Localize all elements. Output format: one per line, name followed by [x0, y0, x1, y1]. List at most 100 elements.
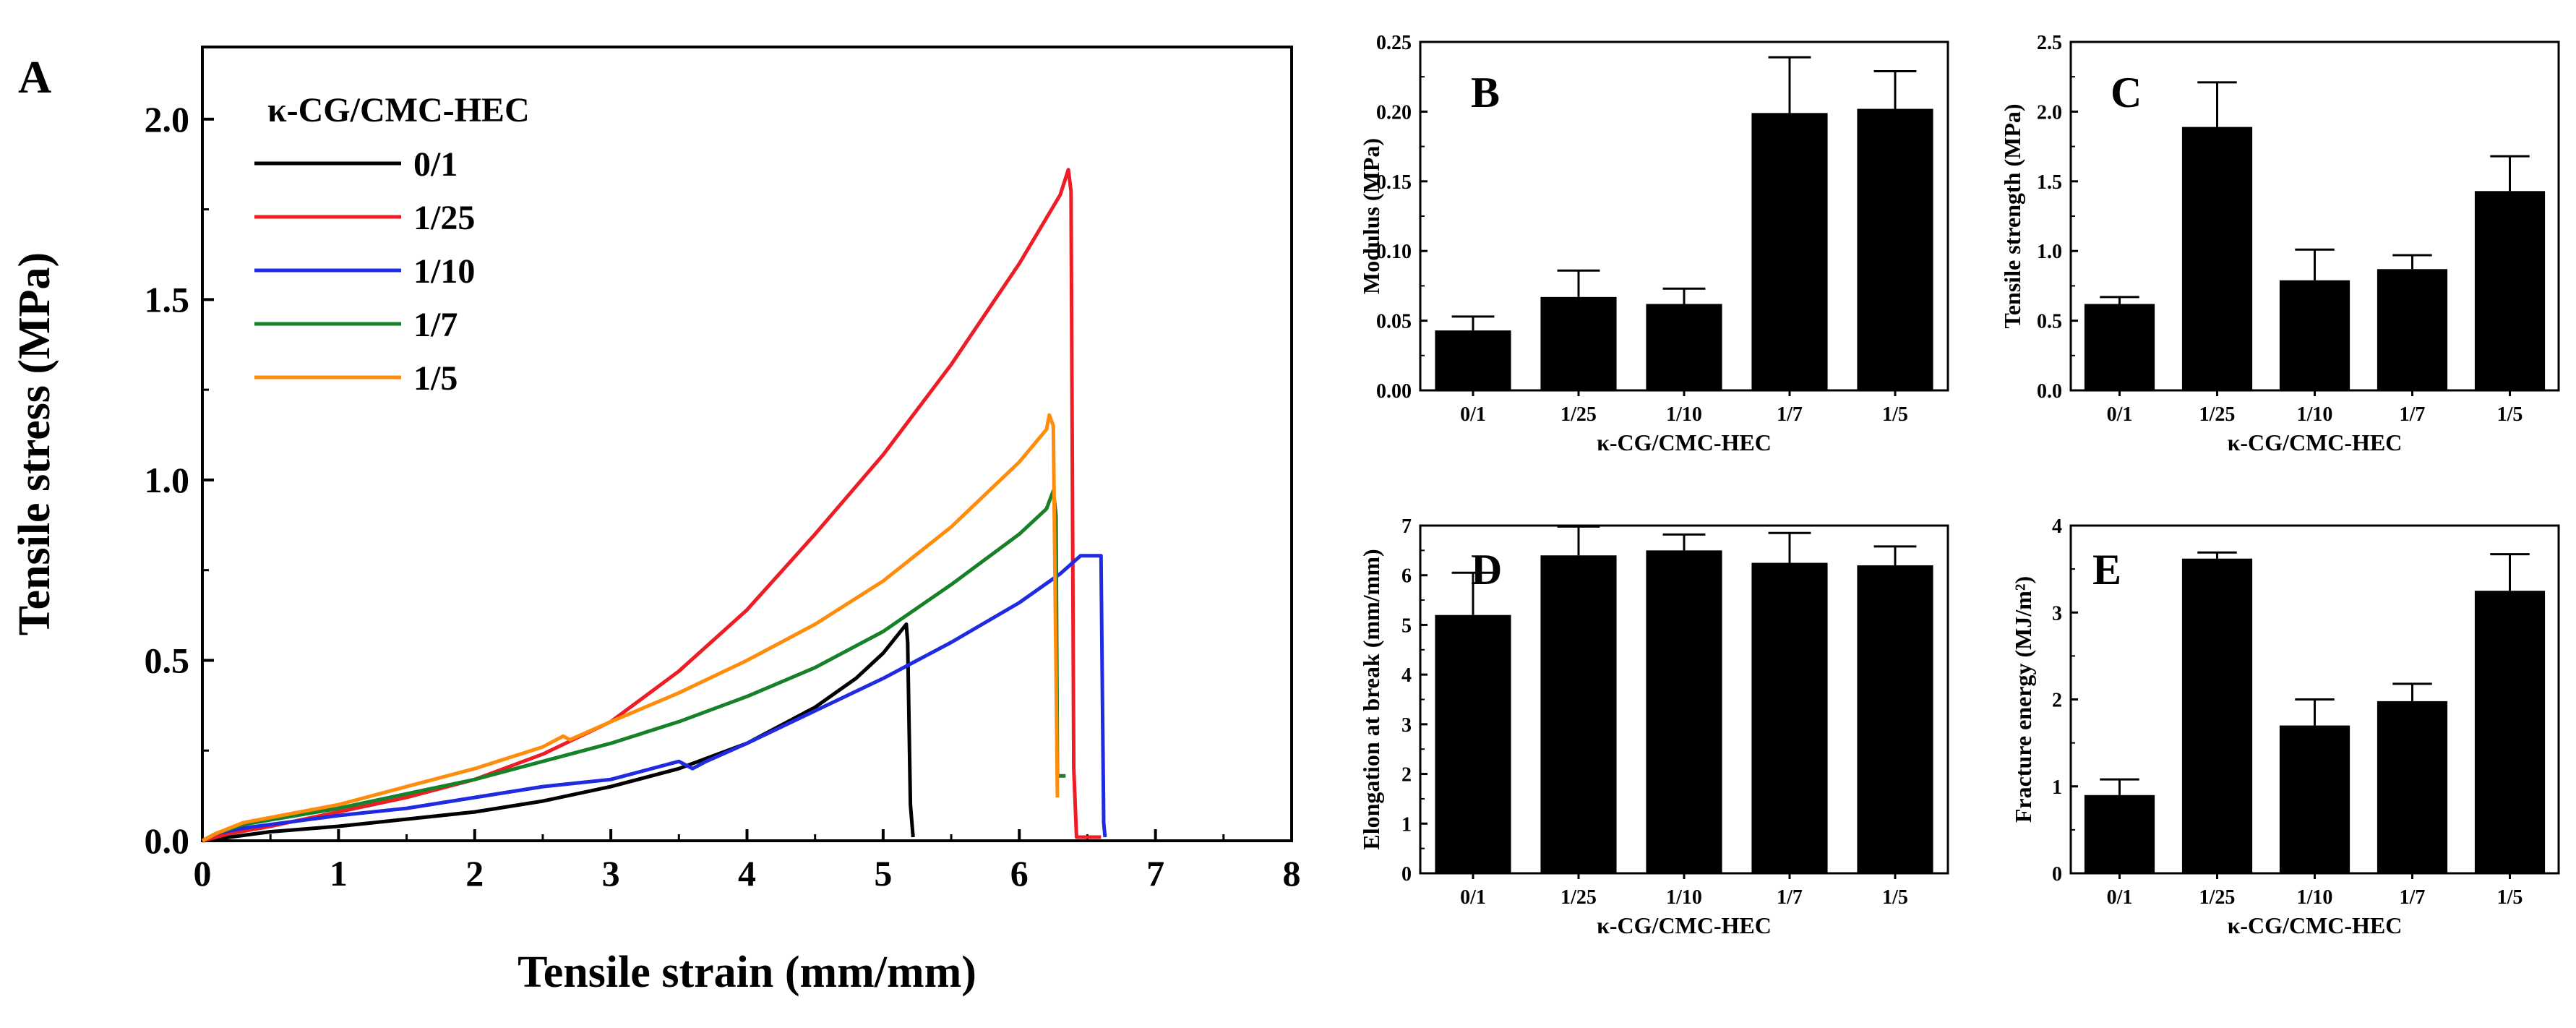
panel-b-x-axis-label: κ-CG/CMC-HEC	[1597, 429, 1772, 455]
panel-a-x-tick-label: 5	[874, 853, 892, 894]
panel-b-y-axis-label: Modulus (MPa)	[1358, 138, 1384, 294]
panel-c-bar	[2279, 280, 2350, 390]
panel-e-x-tick-label: 1/7	[2400, 886, 2426, 909]
panel-d-x-tick-label: 1/10	[1666, 886, 1702, 909]
panel-e-y-tick-label: 4	[2052, 515, 2062, 538]
panel-d-y-axis-label: Elongation at break (mm/mm)	[1358, 549, 1384, 849]
panel-a-x-tick-label: 1	[330, 853, 348, 894]
panel-d-y-tick-label: 5	[1401, 614, 1412, 637]
panel-e-x-axis-label: κ-CG/CMC-HEC	[2228, 912, 2403, 938]
panel-e-y-tick-label: 2	[2052, 690, 2062, 712]
panel-c-x-tick-label: 1/7	[2400, 403, 2426, 426]
panel-c-x-tick-label: 1/25	[2199, 403, 2236, 426]
panel-a-legend-title: κ-CG/CMC-HEC	[267, 91, 530, 129]
panel-d-y-tick-label: 0	[1401, 863, 1412, 886]
panel-a-legend-label: 0/1	[413, 145, 458, 184]
panel-b-bar-chart: 0.00 0.05 0.10 0.15 0.20 0.25 0/1 1/25 1/10 1/7 1/…	[1358, 32, 1949, 455]
panel-b-x-tick-label: 1/5	[1882, 403, 1908, 426]
panel-a-series-line-0-1	[202, 622, 915, 843]
panel-e-y-tick-label: 1	[2052, 776, 2062, 799]
panel-b-y-tick-label: 0.20	[1376, 101, 1412, 124]
panel-d-y-tick-label: 6	[1401, 565, 1412, 588]
panel-d-x-tick-label: 0/1	[1460, 886, 1486, 909]
panel-b-x-tick-label: 1/25	[1560, 403, 1597, 426]
panel-c-y-tick-label: 1.0	[2037, 241, 2062, 263]
panel-e-y-tick-label: 3	[2052, 602, 2062, 625]
panel-a-y-tick-label: 2.0	[145, 99, 190, 140]
panel-a-legend-label: 1/25	[413, 199, 475, 237]
panel-e-x-tick-label: 1/5	[2497, 886, 2523, 909]
panel-c-y-tick-label: 2.0	[2037, 101, 2062, 124]
panel-a-x-axis-label: Tensile strain (mm/mm)	[518, 948, 976, 997]
panel-d-x-tick-label: 1/25	[1560, 886, 1597, 909]
panel-e-bar	[2377, 701, 2448, 873]
panel-a-y-tick-label: 1.5	[145, 279, 190, 320]
panel-b-x-tick-label: 1/10	[1666, 403, 1702, 426]
panel-e-bar	[2084, 794, 2155, 873]
panel-a-x-tick-label: 0	[194, 853, 212, 894]
panel-c-y-tick-label: 2.5	[2037, 32, 2062, 54]
panel-e-bar-chart: 0 1 2 3 4 0/1 1/25 1/10 1/7 1/5 κ-CG/CMC-HEC Fractu…	[2010, 515, 2560, 938]
panel-b-y-tick-label: 0.10	[1376, 241, 1412, 263]
panel-a-x-tick-label: 4	[738, 853, 756, 894]
panel-d-letter: D	[1471, 546, 1502, 594]
panel-b-bar	[1857, 108, 1933, 390]
panel-c-x-tick-label: 1/10	[2297, 403, 2333, 426]
panel-d-x-axis-label: κ-CG/CMC-HEC	[1597, 912, 1772, 938]
panel-a-letter: A	[18, 51, 51, 103]
panel-e-bar	[2474, 591, 2546, 873]
panel-a-legend-label: 1/5	[413, 359, 458, 398]
panel-b-bar	[1646, 304, 1722, 390]
panel-a-y-tick-label: 1.0	[145, 460, 190, 500]
panel-d-y-tick-label: 1	[1401, 813, 1412, 836]
panel-c-y-axis-label: Tensile strength (MPa)	[1999, 103, 2025, 328]
panel-c-bar-chart: 0.0 0.5 1.0 1.5 2.0 2.5 0/1 1/25 1/10 1/7 1/5 κ-CG/…	[1999, 32, 2560, 455]
panel-a-series-line-1-7	[201, 489, 1066, 843]
panel-a-x-tick-label: 8	[1283, 853, 1301, 894]
panel-a-legend-label: 1/7	[413, 306, 458, 344]
panel-b-x-tick-label: 1/7	[1777, 403, 1803, 426]
panel-c-letter: C	[2111, 69, 2142, 116]
panel-a-x-tick-label: 2	[465, 853, 484, 894]
panel-a-x-tick-label: 7	[1146, 853, 1164, 894]
panel-d-bar	[1646, 550, 1722, 873]
panel-b-x-tick-label: 0/1	[1460, 403, 1486, 426]
panel-c-x-axis-label: κ-CG/CMC-HEC	[2228, 429, 2403, 455]
panel-d-y-tick-label: 3	[1401, 714, 1412, 737]
panel-c-x-tick-label: 0/1	[2107, 403, 2133, 426]
panel-d-y-tick-label: 4	[1401, 664, 1412, 687]
panel-a-y-tick-label: 0.5	[145, 640, 190, 680]
panel-a-x-tick-label: 3	[602, 853, 620, 894]
panel-e-x-tick-label: 0/1	[2107, 886, 2133, 909]
panel-b-bar	[1751, 113, 1828, 390]
panel-d-y-tick-label: 7	[1401, 515, 1412, 538]
panel-d-x-tick-label: 1/7	[1777, 886, 1803, 909]
panel-b-bar	[1540, 296, 1617, 390]
panel-a-series-line-1-5	[201, 413, 1060, 843]
panel-d-x-tick-label: 1/5	[1882, 886, 1908, 909]
panel-d-bar	[1540, 555, 1617, 873]
panel-c-x-tick-label: 1/5	[2497, 403, 2523, 426]
panel-c-y-tick-label: 0.0	[2037, 380, 2062, 403]
panel-e-y-axis-label: Fracture energy (MJ/m²)	[2010, 576, 2036, 823]
panel-a-x-tick-label: 6	[1010, 853, 1029, 894]
panel-e-x-tick-label: 1/25	[2199, 886, 2236, 909]
panel-c-bar	[2377, 269, 2448, 390]
panel-e-letter: E	[2092, 546, 2121, 594]
panel-b-y-tick-label: 0.25	[1376, 32, 1412, 54]
panel-c-bar	[2084, 304, 2155, 390]
panel-d-bar	[1857, 565, 1933, 873]
panel-b-y-tick-label: 0.05	[1376, 311, 1412, 333]
panel-d-y-tick-label: 2	[1401, 764, 1412, 787]
panel-d-bar-chart: 0 1 2 3 4 5 6 7 0/1 1/25 1/10 1/7 1/5 κ-CG/CMC-HEC Elo…	[1358, 515, 1949, 938]
panel-a-legend-label: 1/10	[413, 252, 475, 291]
panel-a-y-tick-label: 0.0	[145, 821, 190, 861]
panel-c-bar	[2474, 191, 2546, 390]
panel-e-x-tick-label: 1/10	[2297, 886, 2333, 909]
panel-b-y-tick-label: 0.15	[1376, 171, 1412, 194]
panel-e-y-tick-label: 0	[2052, 863, 2062, 886]
panel-a-series-line-1-10	[201, 554, 1107, 843]
panel-d-bar	[1751, 562, 1828, 873]
panel-a-y-axis-label: Tensile stress (MPa)	[10, 252, 59, 635]
